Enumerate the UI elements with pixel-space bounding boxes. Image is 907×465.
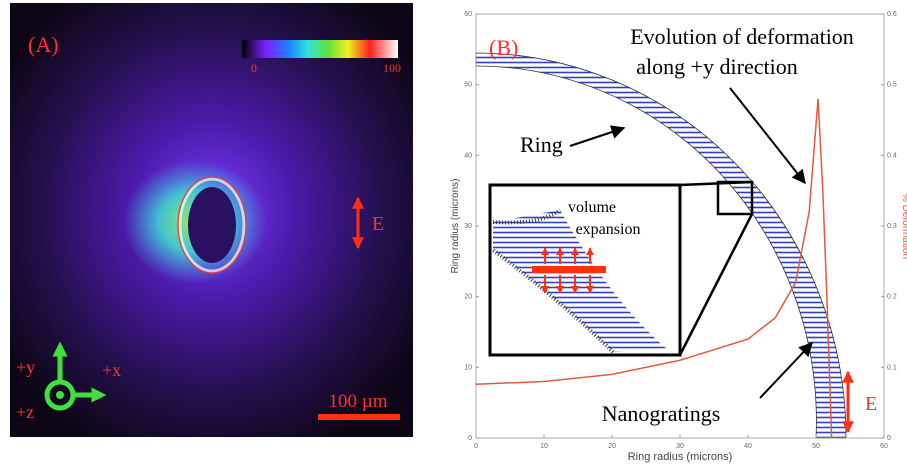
y-tick-label: 40 (464, 152, 472, 159)
zoom-line (679, 180, 753, 187)
y2-tick-label: 0.1 (887, 364, 897, 371)
y2-tick-label: 0 (887, 435, 891, 442)
x-tick-label: 60 (880, 443, 888, 450)
annotation: Nanogratings (602, 401, 721, 426)
expansion-arrows (541, 247, 594, 294)
annotation: E (865, 393, 877, 415)
ring (177, 176, 247, 274)
colorbar (242, 40, 398, 58)
colorbar-min: 0 (251, 61, 257, 75)
y-axis-label: Ring radius (microns) (450, 178, 461, 273)
colorbar-max: 100 (383, 61, 401, 75)
y-tick-label: 50 (464, 82, 472, 89)
y2-tick-label: 0.2 (887, 294, 897, 301)
panel-b (440, 0, 907, 465)
inset-bar (532, 266, 606, 273)
axis-symbol (56, 391, 64, 399)
y-tick-label: 60 (464, 11, 472, 18)
y2-tick-label: 0.4 (887, 152, 897, 159)
y2-tick-label: 0.3 (887, 223, 897, 230)
axis-label: +y (16, 357, 35, 377)
inset-edge (491, 208, 615, 354)
y-tick-label: 0 (468, 435, 472, 442)
zoom-line (678, 213, 754, 356)
y-tick-label: 20 (464, 294, 472, 301)
y-tick-label: 30 (464, 223, 472, 230)
annotation: volume (568, 199, 616, 216)
scale-bar-label: 100 µm (329, 391, 388, 412)
axis-label: +x (102, 360, 121, 380)
axis-label: +z (16, 402, 34, 422)
x-tick-label: 30 (676, 443, 684, 450)
inset-band (493, 210, 668, 352)
x-tick-label: 20 (608, 443, 616, 450)
ring (178, 177, 246, 273)
annotation-arrow (759, 341, 813, 399)
x-tick-label: 10 (540, 443, 548, 450)
deformation-line (475, 98, 833, 439)
panel-label: (A) (28, 32, 59, 57)
y2-tick-label: 0.5 (887, 82, 897, 89)
y2-axis-label: % Deformation (900, 193, 907, 259)
annotation: expansion (576, 221, 641, 238)
y-tick-label: 10 (464, 364, 472, 371)
annotation-arrow (569, 125, 626, 147)
x-tick-label: 0 (474, 443, 478, 450)
x-tick-label: 40 (744, 443, 752, 450)
x-axis-label: Ring radius (microns) (628, 451, 733, 463)
annotation: Ring (520, 132, 563, 157)
x-tick-label: 50 (812, 443, 820, 450)
y2-tick-label: 0.6 (887, 11, 897, 18)
panel-a: (A) 0 100 E +y +x +z 100 µm (10, 3, 413, 437)
scale-bar (318, 414, 400, 420)
annotation: Evolution of deformation (630, 24, 854, 49)
annotation-arrow (729, 87, 806, 185)
ring-center (188, 187, 236, 263)
panel-label: (B) (489, 35, 518, 60)
annotation: along +y direction (636, 54, 797, 79)
field-label: E (372, 213, 384, 235)
